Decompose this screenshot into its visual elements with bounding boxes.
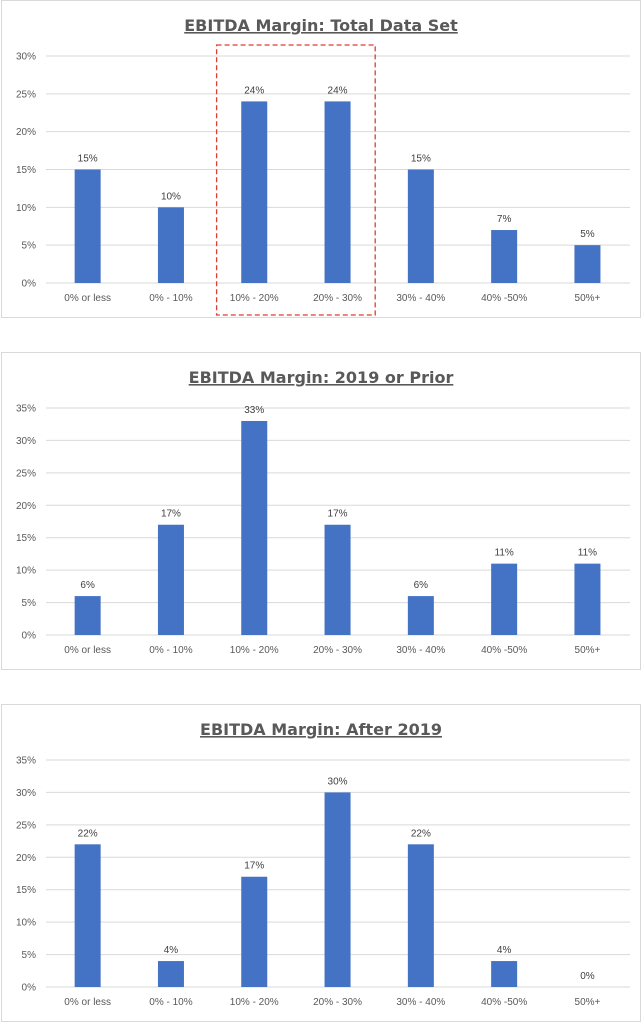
data-label: 5%	[580, 229, 595, 240]
y-tick-label: 15%	[16, 533, 36, 544]
y-tick-label: 35%	[16, 756, 36, 767]
bar-0-or-less	[74, 844, 101, 987]
data-label: 10%	[161, 191, 181, 202]
y-tick-label: 30%	[16, 788, 36, 799]
y-tick-label: 25%	[16, 820, 36, 831]
y-tick-label: 20%	[16, 127, 36, 138]
x-tick-label: 20% - 30%	[313, 645, 362, 656]
x-tick-label: 0% - 10%	[149, 997, 192, 1008]
bar-30-40	[407, 169, 434, 283]
y-tick-label: 20%	[16, 853, 36, 864]
data-label: 4%	[497, 945, 512, 956]
data-label: 11%	[578, 548, 597, 559]
bar-40-50	[491, 961, 518, 987]
bar-50	[574, 563, 601, 635]
x-tick-label: 40% -50%	[481, 997, 527, 1008]
y-tick-label: 5%	[22, 950, 37, 961]
bar-50	[574, 245, 601, 283]
y-tick-label: 0%	[22, 631, 37, 642]
data-label: 6%	[80, 580, 95, 591]
bar-0-or-less	[74, 169, 101, 283]
data-label: 17%	[161, 509, 181, 520]
data-label: 7%	[497, 214, 512, 225]
data-label: 15%	[78, 154, 98, 165]
chart-panel-2019-or-prior: EBITDA Margin: 2019 or Prior 0% 5% 10% 15% 20…	[1, 352, 641, 670]
y-tick-label: 30%	[16, 52, 36, 63]
chart-title: EBITDA Margin: Total Data Set	[184, 16, 458, 35]
y-tick-label: 25%	[16, 89, 36, 100]
bar-0-10	[157, 207, 184, 283]
x-tick-label: 10% - 20%	[230, 997, 279, 1008]
data-label: 24%	[328, 85, 348, 96]
x-tick-label: 40% -50%	[481, 645, 527, 656]
y-tick-label: 10%	[16, 566, 36, 577]
data-label: 0%	[580, 971, 595, 982]
x-tick-label: 10% - 20%	[230, 645, 279, 656]
x-tick-label: 0% - 10%	[149, 645, 192, 656]
bar-0-10	[157, 961, 184, 987]
y-tick-label: 25%	[16, 468, 36, 479]
bar-10-20	[241, 420, 268, 635]
x-tick-label: 30% - 40%	[396, 997, 445, 1008]
x-tick-label: 0% or less	[64, 293, 111, 304]
x-tick-label: 20% - 30%	[313, 997, 362, 1008]
data-label: 22%	[411, 828, 431, 839]
highlight-box	[215, 44, 376, 316]
y-tick-label: 5%	[22, 598, 37, 609]
data-label: 24%	[244, 85, 264, 96]
y-tick-label: 15%	[16, 165, 36, 176]
data-label: 22%	[78, 828, 98, 839]
y-tick-label: 20%	[16, 501, 36, 512]
bar-10-20	[241, 876, 268, 987]
chart-after-2019: EBITDA Margin: After 2019 0% 5% 10% 15% 20% 25…	[16, 720, 630, 1008]
x-tick-label: 50%+	[575, 645, 601, 656]
x-tick-label: 30% - 40%	[396, 293, 445, 304]
data-label: 33%	[244, 405, 264, 416]
y-tick-label: 15%	[16, 885, 36, 896]
bar-0-or-less	[74, 596, 101, 635]
chart-total: EBITDA Margin: Total Data Set 0% 5% 10% 15% 2…	[16, 16, 630, 316]
bar-40-50	[491, 230, 518, 283]
x-tick-label: 0% or less	[64, 997, 111, 1008]
bar-20-30	[324, 101, 351, 284]
x-tick-label: 40% -50%	[481, 293, 527, 304]
bar-30-40	[407, 596, 434, 635]
y-tick-label: 10%	[16, 203, 36, 214]
y-tick-label: 30%	[16, 436, 36, 447]
data-label: 17%	[244, 861, 264, 872]
data-label: 30%	[328, 776, 348, 787]
x-tick-label: 20% - 30%	[313, 293, 362, 304]
data-label: 15%	[411, 154, 431, 165]
x-tick-label: 50%+	[575, 293, 601, 304]
chart-title: EBITDA Margin: After 2019	[200, 720, 442, 739]
bar-30-40	[407, 844, 434, 987]
chart-title: EBITDA Margin: 2019 or Prior	[189, 368, 454, 387]
bar-20-30	[324, 524, 351, 635]
x-tick-label: 50%+	[575, 997, 601, 1008]
y-tick-label: 35%	[16, 404, 36, 415]
chart-2019-or-prior: EBITDA Margin: 2019 or Prior 0% 5% 10% 15% 20…	[16, 368, 630, 656]
chart-panel-total: EBITDA Margin: Total Data Set 0% 5% 10% 15% 2…	[1, 0, 641, 318]
x-tick-label: 10% - 20%	[230, 293, 279, 304]
x-tick-label: 30% - 40%	[396, 645, 445, 656]
data-label: 6%	[414, 580, 429, 591]
y-tick-label: 5%	[22, 241, 37, 252]
data-label: 4%	[164, 945, 179, 956]
data-label: 11%	[495, 548, 514, 559]
x-tick-label: 0% - 10%	[149, 293, 192, 304]
bar-40-50	[491, 563, 518, 635]
y-tick-label: 0%	[22, 983, 37, 994]
data-label: 17%	[328, 509, 348, 520]
y-tick-label: 0%	[22, 279, 37, 290]
y-tick-label: 10%	[16, 918, 36, 929]
bar-20-30	[324, 792, 351, 987]
chart-panel-after-2019: EBITDA Margin: After 2019 0% 5% 10% 15% 20% 25…	[1, 704, 641, 1022]
bar-10-20	[241, 101, 268, 284]
bar-0-10	[157, 524, 184, 635]
x-tick-label: 0% or less	[64, 645, 111, 656]
